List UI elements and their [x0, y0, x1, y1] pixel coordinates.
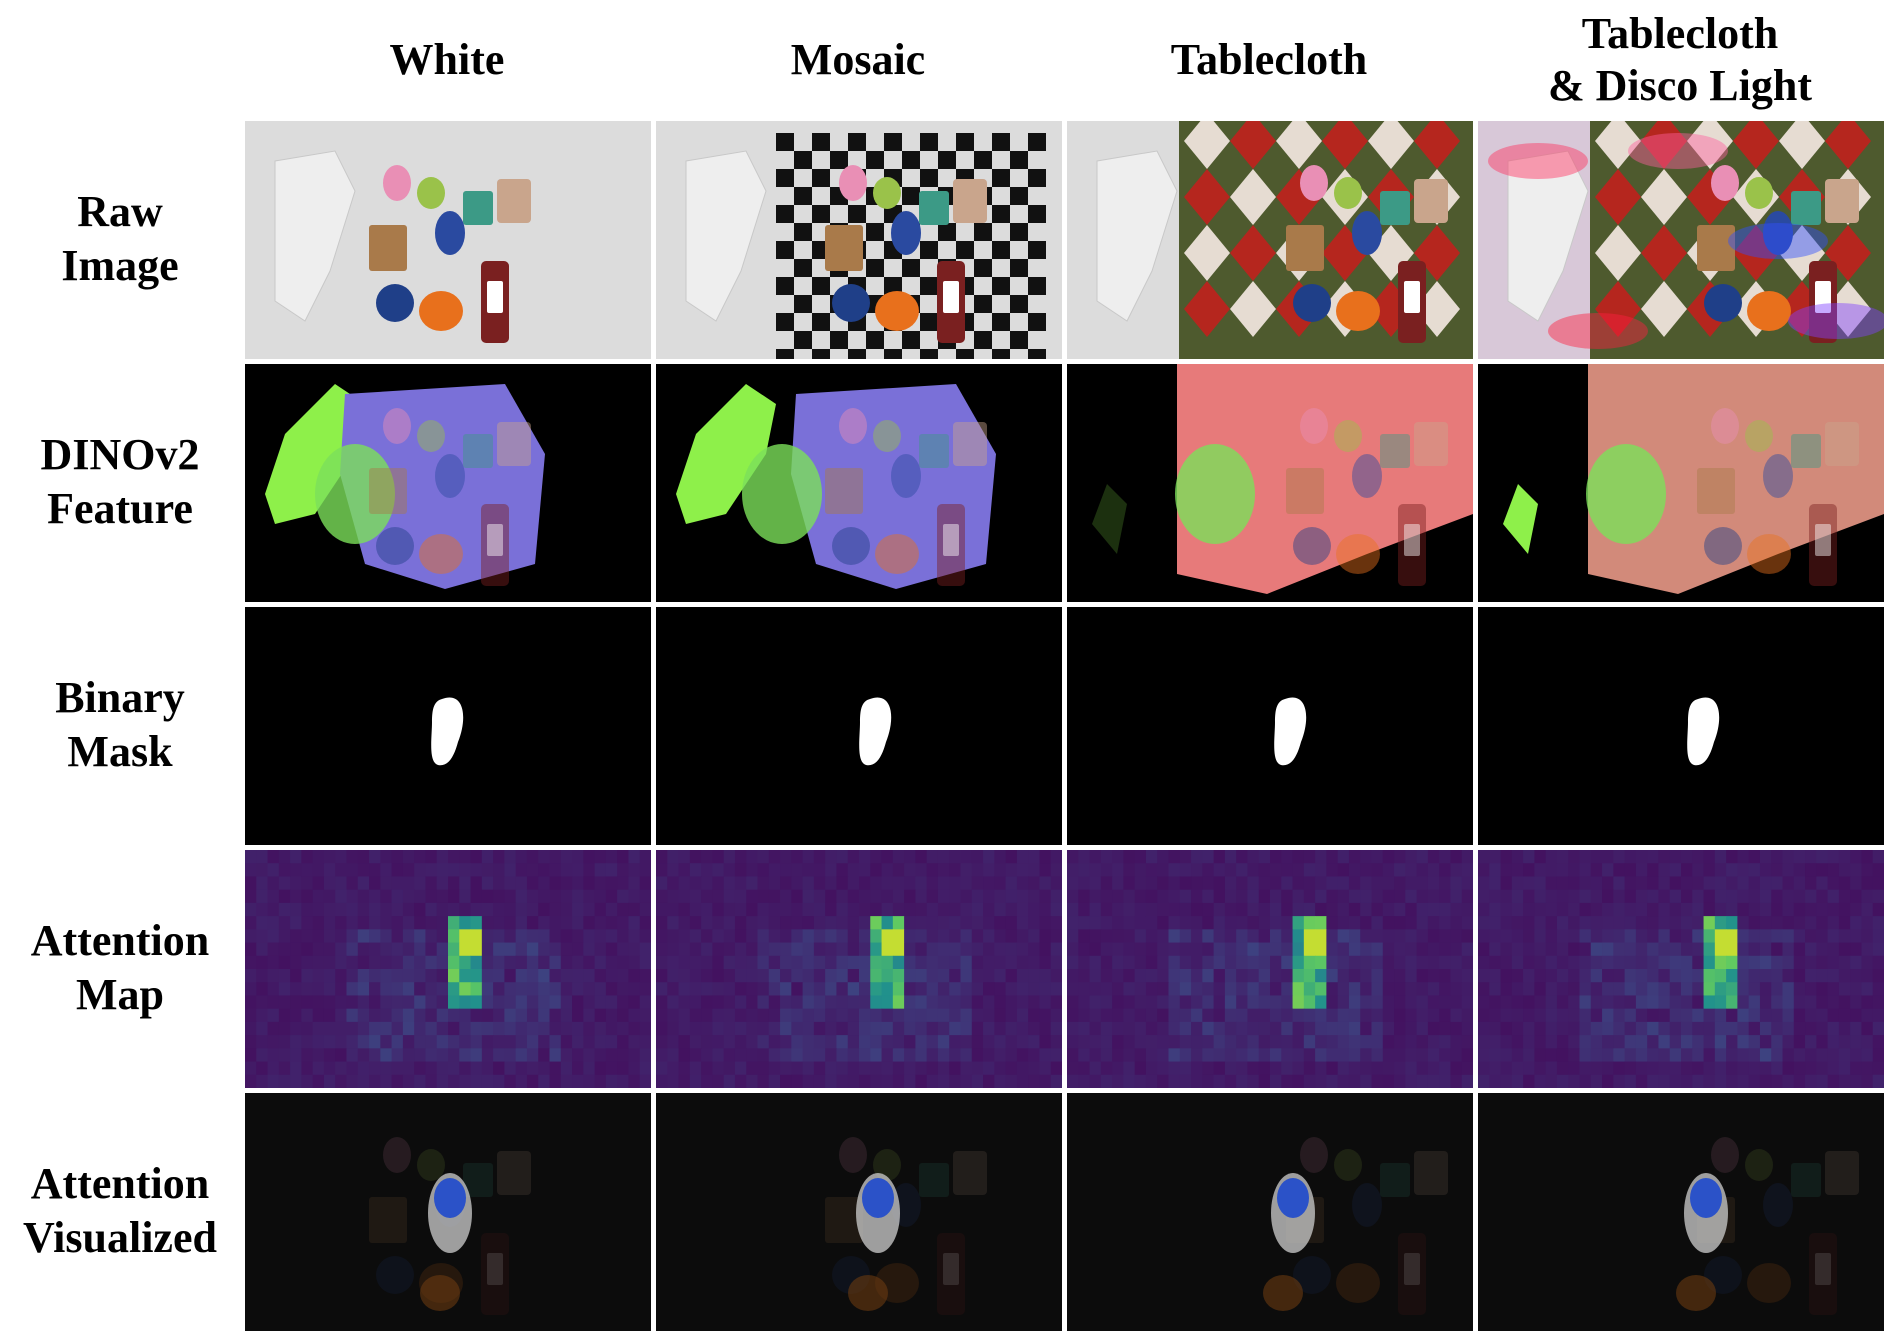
dinov2-feature-image [1067, 364, 1473, 602]
row-label-attention-visualized: Attention Visualized [23, 1159, 217, 1262]
row-label-attention-map: Attention Map [30, 916, 210, 1019]
panel-binary-mask-white [245, 607, 651, 845]
panel-attention-visualized-tablecloth [1067, 1093, 1473, 1331]
attention-visualized-image [245, 1093, 651, 1331]
binary-mask-image [245, 607, 651, 845]
panel-dinov2-feature-tablecloth [1067, 364, 1473, 602]
attention-map-image [656, 850, 1062, 1088]
attention-map-image [1478, 850, 1884, 1088]
dinov2-feature-image [656, 364, 1062, 602]
panel-dinov2-feature-white [245, 364, 651, 602]
binary-mask-image [1067, 607, 1473, 845]
raw-image-image [1478, 121, 1884, 359]
attention-visualized-image [656, 1093, 1062, 1331]
panel-attention-map-mosaic [656, 850, 1062, 1088]
dinov2-feature-image [245, 364, 651, 602]
binary-mask-image [1478, 607, 1884, 845]
column-header-tablecloth: Tablecloth [1170, 35, 1368, 84]
row-label-dinov2-feature: DINOv2 Feature [40, 430, 200, 533]
panel-raw-image-tablecloth-disco [1478, 121, 1884, 359]
attention-map-image [245, 850, 651, 1088]
row-label-binary-mask: Binary Mask [55, 673, 185, 776]
raw-image-image [1067, 121, 1473, 359]
panel-raw-image-tablecloth [1067, 121, 1473, 359]
column-header-mosaic: Mosaic [790, 35, 926, 84]
panel-dinov2-feature-tablecloth-disco [1478, 364, 1884, 602]
column-header-white: White [389, 35, 505, 84]
panel-raw-image-white [245, 121, 651, 359]
attention-visualized-image [1067, 1093, 1473, 1331]
binary-mask-image [656, 607, 1062, 845]
panel-binary-mask-tablecloth [1067, 607, 1473, 845]
panel-attention-map-tablecloth-disco [1478, 850, 1884, 1088]
row-label-raw-image: Raw Image [61, 187, 179, 290]
panel-attention-map-tablecloth [1067, 850, 1473, 1088]
panel-attention-visualized-tablecloth-disco [1478, 1093, 1884, 1331]
panel-dinov2-feature-mosaic [656, 364, 1062, 602]
panel-attention-visualized-white [245, 1093, 651, 1331]
column-header-tablecloth-disco: Tablecloth & Disco Light [1548, 9, 1812, 110]
panel-attention-map-white [245, 850, 651, 1088]
dinov2-feature-image [1478, 364, 1884, 602]
panel-attention-visualized-mosaic [656, 1093, 1062, 1331]
raw-image-image [656, 121, 1062, 359]
attention-map-image [1067, 850, 1473, 1088]
panel-binary-mask-tablecloth-disco [1478, 607, 1884, 845]
attention-visualized-image [1478, 1093, 1884, 1331]
panel-raw-image-mosaic [656, 121, 1062, 359]
raw-image-image [245, 121, 651, 359]
panel-binary-mask-mosaic [656, 607, 1062, 845]
